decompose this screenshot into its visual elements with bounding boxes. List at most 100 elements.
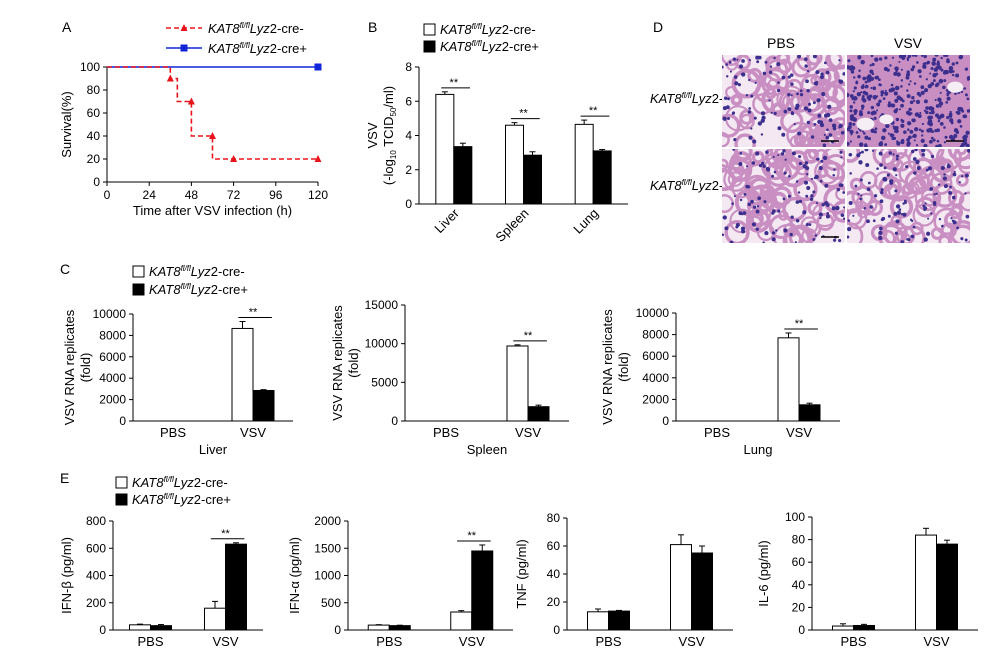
- bar: [506, 345, 529, 422]
- bar: [367, 624, 390, 631]
- y-tick-label: 60: [87, 106, 101, 120]
- nucleus: [848, 152, 853, 157]
- nucleus: [757, 121, 762, 126]
- nucleus: [843, 206, 845, 209]
- nucleus: [881, 216, 886, 221]
- nucleus: [920, 138, 925, 143]
- nucleus: [803, 180, 809, 185]
- nucleus: [866, 75, 870, 80]
- nucleus: [860, 150, 864, 154]
- nucleus: [910, 234, 915, 239]
- nucleus: [948, 112, 953, 117]
- nucleus: [930, 110, 935, 115]
- nucleus: [849, 114, 855, 119]
- vessel-lumen: [947, 81, 964, 93]
- nucleus: [852, 122, 856, 126]
- nucleus: [871, 72, 875, 75]
- nucleus: [963, 114, 968, 119]
- nucleus: [930, 106, 935, 111]
- alveolar-wall: [958, 191, 970, 212]
- nucleus: [750, 94, 754, 98]
- nucleus: [842, 217, 845, 220]
- histology-pbs-cre-plus: [722, 149, 845, 243]
- nucleus: [787, 194, 791, 198]
- nucleus: [819, 122, 825, 128]
- genotype-suffix: 2-cre-: [194, 475, 228, 490]
- nucleus: [907, 121, 912, 126]
- alveolar-wall: [832, 200, 845, 223]
- nucleus: [905, 73, 909, 77]
- nucleus: [776, 62, 781, 67]
- nucleus: [840, 156, 843, 159]
- alveolar-wall: [744, 174, 771, 202]
- nucleus: [892, 167, 897, 172]
- nucleus: [934, 99, 937, 102]
- genotype-superscript: fl/fl: [682, 91, 692, 100]
- y-tick-label: 6000: [99, 350, 126, 364]
- y-tick-label: 60: [792, 555, 806, 569]
- nucleus: [921, 134, 924, 137]
- nucleus: [960, 175, 964, 178]
- nucleus: [951, 73, 955, 77]
- nucleus: [873, 111, 877, 115]
- legend-entry: KAT8fl/flLyz2-cre+: [149, 282, 248, 297]
- nucleus: [876, 167, 879, 170]
- nucleus: [850, 133, 853, 136]
- nucleus: [804, 57, 808, 62]
- significance-stars: **: [249, 306, 258, 318]
- nucleus: [750, 199, 754, 204]
- nucleus: [753, 116, 757, 120]
- nucleus: [757, 196, 762, 201]
- nucleus: [832, 238, 837, 242]
- nucleus: [950, 217, 953, 220]
- nucleus: [852, 214, 855, 217]
- nucleus: [907, 55, 912, 58]
- nucleus: [793, 122, 796, 126]
- nucleus: [863, 132, 866, 135]
- survival-marker: [187, 97, 195, 105]
- nucleus: [765, 150, 769, 154]
- panel-label-B: B: [368, 19, 377, 35]
- nucleus: [851, 66, 856, 71]
- y-tick-label: 40: [792, 578, 806, 592]
- y-tick-label: 2000: [642, 392, 669, 406]
- nucleus: [911, 65, 916, 69]
- nucleus: [953, 133, 958, 139]
- nucleus: [923, 206, 928, 211]
- nucleus: [787, 92, 791, 97]
- legend: KAT8fl/flLyz2-cre-KAT8fl/flLyz2-cre+: [423, 22, 539, 54]
- nucleus: [725, 75, 729, 78]
- genotype-gene: KAT8: [650, 91, 682, 106]
- nucleus: [826, 128, 829, 132]
- x-tick-label: Lung: [570, 206, 601, 237]
- alveolar-wall: [734, 55, 752, 71]
- nucleus: [943, 70, 947, 73]
- alveolar-wall: [828, 117, 845, 141]
- alveolar-wall: [730, 94, 743, 106]
- nucleus: [819, 74, 825, 80]
- nucleus: [777, 209, 781, 213]
- nucleus: [814, 174, 819, 180]
- vessel-lumen: [879, 114, 894, 125]
- nucleus: [935, 104, 940, 108]
- alveolar-wall: [778, 210, 789, 221]
- x-tick-label: 72: [227, 188, 241, 202]
- nucleus: [784, 158, 787, 161]
- nucleus: [946, 164, 951, 169]
- nucleus: [860, 91, 863, 94]
- alveolar-wall: [722, 149, 739, 168]
- nucleus: [944, 55, 949, 57]
- nucleus: [737, 83, 741, 87]
- nucleus: [840, 213, 845, 217]
- nucleus: [889, 179, 894, 184]
- y-axis-label: IFN-α (pg/ml): [287, 537, 302, 614]
- legend-swatch: [115, 476, 128, 489]
- nucleus: [790, 215, 794, 219]
- nucleus: [920, 55, 924, 57]
- nucleus: [764, 60, 768, 64]
- nucleus: [905, 110, 911, 115]
- nucleus: [852, 117, 857, 122]
- nucleus: [849, 129, 854, 135]
- nucleus: [935, 65, 939, 70]
- nucleus: [817, 113, 822, 118]
